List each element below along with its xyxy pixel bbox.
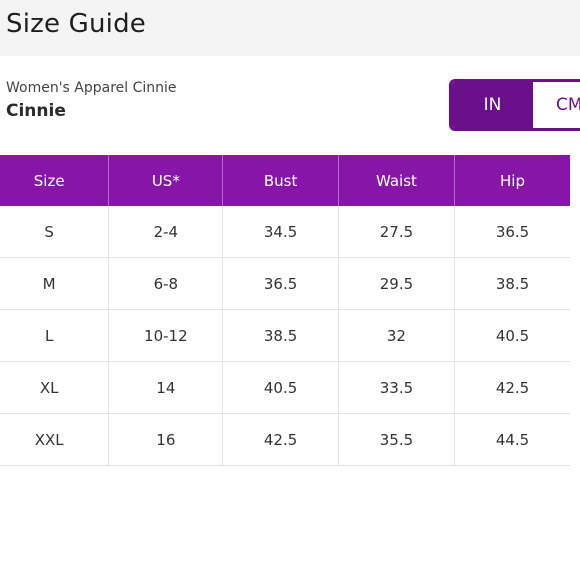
product-subtitle: Women's Apparel Cinnie — [6, 80, 177, 96]
header-waist: Waist — [337, 155, 455, 206]
cell-us: 2-4 — [108, 206, 223, 258]
header-us: US* — [108, 155, 223, 206]
cell-waist: 29.5 — [337, 257, 455, 310]
cell-us: 10-12 — [108, 309, 223, 362]
table-row: S 2-4 34.5 27.5 36.5 — [0, 206, 570, 258]
table-row: XL 14 40.5 33.5 42.5 — [0, 361, 570, 414]
cell-bust: 34.5 — [222, 206, 339, 258]
table-row: M 6-8 36.5 29.5 38.5 — [0, 257, 570, 310]
table-header-row: Size US* Bust Waist Hip — [0, 155, 570, 206]
header-bust: Bust — [222, 155, 339, 206]
cell-hip: 40.5 — [454, 309, 570, 362]
cell-bust: 40.5 — [222, 361, 339, 414]
cell-bust: 38.5 — [222, 309, 339, 362]
cell-us: 6-8 — [108, 257, 223, 310]
product-name: Cinnie — [6, 101, 66, 121]
cell-us: 16 — [108, 413, 223, 466]
cell-waist: 33.5 — [337, 361, 455, 414]
cell-bust: 42.5 — [222, 413, 339, 466]
cell-size: XXL — [0, 413, 109, 466]
table-row: L 10-12 38.5 32 40.5 — [0, 309, 570, 362]
cell-hip: 44.5 — [454, 413, 570, 466]
cell-hip: 36.5 — [454, 206, 570, 258]
size-chart-table: Size US* Bust Waist Hip S 2-4 34.5 27.5 … — [0, 155, 570, 466]
header-bar: Size Guide — [0, 0, 580, 56]
cell-us: 14 — [108, 361, 223, 414]
table-row: XXL 16 42.5 35.5 44.5 — [0, 413, 570, 466]
unit-option-in[interactable]: IN — [452, 82, 533, 128]
header-size: Size — [0, 155, 109, 206]
cell-waist: 32 — [337, 309, 455, 362]
cell-bust: 36.5 — [222, 257, 339, 310]
cell-hip: 42.5 — [454, 361, 570, 414]
unit-toggle: IN CM — [449, 79, 580, 131]
cell-size: L — [0, 309, 109, 362]
cell-size: XL — [0, 361, 109, 414]
unit-option-cm[interactable]: CM — [533, 82, 580, 128]
cell-size: S — [0, 206, 109, 258]
cell-waist: 35.5 — [337, 413, 455, 466]
header-hip: Hip — [454, 155, 570, 206]
cell-hip: 38.5 — [454, 257, 570, 310]
page-title: Size Guide — [6, 9, 146, 39]
cell-size: M — [0, 257, 109, 310]
cell-waist: 27.5 — [337, 206, 455, 258]
